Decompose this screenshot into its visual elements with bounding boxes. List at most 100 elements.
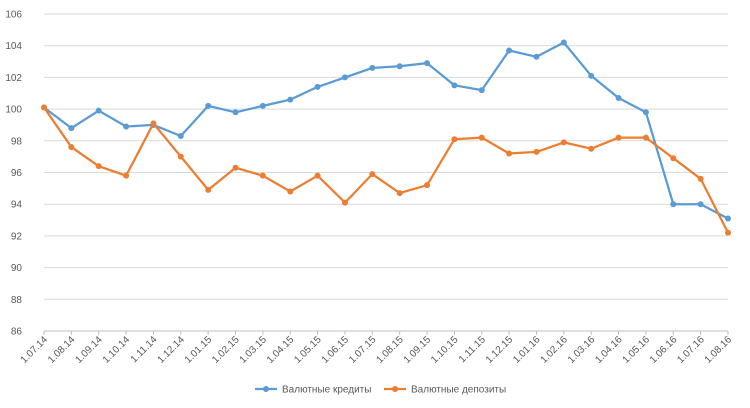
data-point — [177, 133, 184, 140]
data-point — [341, 74, 348, 81]
data-point — [232, 109, 239, 116]
data-point — [725, 229, 731, 236]
x-tick-label: 1.02.15 — [210, 334, 242, 366]
x-tick-label: 1.03.16 — [566, 334, 598, 366]
data-point — [95, 163, 102, 170]
y-tick-label: 104 — [5, 41, 22, 52]
x-tick-label: 1.10.14 — [101, 334, 133, 366]
x-tick-label: 1.02.16 — [539, 334, 571, 366]
series-group — [41, 39, 731, 236]
x-tick-label: 1.12.14 — [156, 334, 188, 366]
data-point — [588, 72, 595, 79]
y-tick-label: 86 — [11, 327, 23, 338]
legend-marker — [263, 386, 269, 392]
legend-marker — [392, 386, 398, 392]
data-point — [259, 102, 266, 109]
x-tick-label: 1.11.14 — [129, 334, 160, 365]
y-tick-label: 100 — [5, 105, 22, 116]
data-point — [506, 47, 513, 54]
data-point — [369, 171, 376, 178]
legend: Валютные кредиты Валютные депозиты — [255, 385, 506, 396]
data-point — [478, 134, 485, 141]
x-tick-label: 1.07.16 — [675, 334, 707, 366]
data-point — [588, 145, 595, 152]
data-point — [205, 102, 212, 109]
x-tick-label: 1.07.15 — [347, 334, 379, 366]
y-tick-label: 106 — [5, 10, 22, 21]
data-point — [424, 182, 431, 189]
x-tick-label: 1.04.15 — [265, 334, 297, 366]
x-tick-label: 1.08.14 — [46, 334, 78, 366]
data-point — [725, 215, 731, 222]
data-point — [560, 139, 567, 146]
legend-label: Валютные кредиты — [282, 385, 371, 396]
data-point — [369, 64, 376, 71]
data-point — [478, 87, 485, 94]
data-point — [123, 172, 130, 179]
data-point — [68, 144, 75, 151]
data-point — [205, 186, 212, 193]
x-tick-label: 1.04.16 — [593, 334, 625, 366]
x-tick-label: 1.05.16 — [621, 334, 653, 366]
x-tick-label: 1.12.15 — [484, 334, 516, 366]
grid-lines — [44, 13, 728, 332]
data-point — [232, 164, 239, 171]
x-tick-label: 1.10.15 — [429, 334, 461, 366]
x-tick-label: 1.03.15 — [238, 334, 270, 366]
data-point — [560, 39, 567, 46]
y-tick-label: 92 — [11, 231, 23, 242]
series-1 — [41, 39, 731, 222]
data-point — [506, 150, 513, 157]
x-tick-label: 1.11.15 — [457, 334, 488, 365]
data-point — [396, 190, 403, 197]
data-point — [314, 83, 321, 90]
x-axis-ticks: 1.07.141.08.141.09.141.10.141.11.141.12.… — [19, 331, 735, 366]
x-tick-label: 1.08.15 — [374, 334, 406, 366]
data-point — [287, 188, 294, 195]
data-point — [41, 104, 47, 111]
data-point — [451, 136, 458, 143]
x-tick-label: 1.07.14 — [19, 334, 51, 366]
data-point — [697, 175, 704, 182]
legend-item: Валютные кредиты — [255, 385, 371, 396]
data-point — [287, 96, 294, 103]
y-tick-label: 102 — [5, 73, 22, 84]
data-point — [123, 123, 130, 130]
series-line — [42, 41, 730, 220]
series-2 — [41, 104, 731, 236]
y-axis-ticks: 86 88 90 92 94 96 98 100 102 104 106 — [5, 10, 22, 338]
data-point — [533, 148, 540, 155]
y-tick-label: 94 — [11, 200, 23, 211]
data-point — [451, 82, 458, 89]
data-point — [533, 53, 540, 60]
data-point — [642, 109, 649, 116]
y-tick-label: 98 — [11, 136, 23, 147]
legend-label: Валютные депозиты — [411, 385, 506, 396]
x-tick-label: 1.09.15 — [402, 334, 434, 366]
data-point — [68, 125, 75, 132]
y-tick-label: 90 — [11, 263, 23, 274]
x-tick-label: 1.09.14 — [73, 334, 105, 366]
data-point — [697, 201, 704, 208]
x-tick-label: 1.08.16 — [703, 334, 735, 366]
x-tick-label: 1.01.15 — [183, 334, 215, 366]
x-tick-label: 1.06.16 — [648, 334, 680, 366]
legend-item: Валютные депозиты — [384, 385, 506, 396]
x-tick-label: 1.01.16 — [511, 334, 543, 366]
data-point — [670, 201, 677, 208]
x-tick-label: 1.06.15 — [320, 334, 352, 366]
data-point — [259, 172, 266, 179]
data-point — [615, 134, 622, 141]
y-tick-label: 88 — [11, 295, 23, 306]
data-point — [642, 134, 649, 141]
data-point — [177, 153, 184, 160]
data-point — [424, 60, 431, 67]
x-tick-label: 1.05.15 — [292, 334, 324, 366]
data-point — [95, 107, 102, 114]
data-point — [396, 63, 403, 70]
data-point — [314, 172, 321, 179]
series-line — [42, 106, 730, 234]
y-tick-label: 96 — [11, 168, 23, 179]
